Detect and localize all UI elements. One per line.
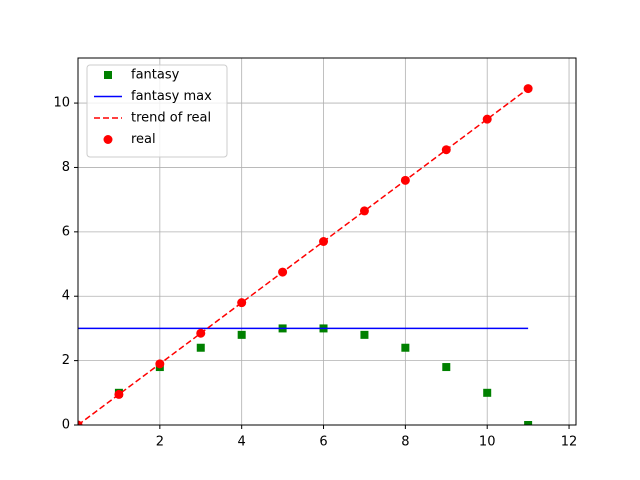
y-tick-label: 2 xyxy=(62,353,70,368)
marker xyxy=(319,237,329,246)
marker xyxy=(442,363,451,372)
marker xyxy=(278,267,288,277)
marker xyxy=(359,206,369,216)
marker xyxy=(114,389,124,399)
y-tick-label: 6 xyxy=(62,224,70,239)
x-tick-label: 10 xyxy=(479,435,496,450)
marker xyxy=(441,145,451,155)
ticks: 2 4 6 8 10 12 0 2 4 6 8 10 xyxy=(53,96,577,450)
legend-marker xyxy=(104,71,112,79)
marker xyxy=(483,388,492,397)
marker xyxy=(523,84,533,94)
y-tick-label: 4 xyxy=(62,289,70,304)
series-line xyxy=(78,87,529,425)
legend-label: fantasy xyxy=(131,68,180,83)
marker xyxy=(524,421,533,425)
marker xyxy=(78,420,83,425)
x-tick-label: 4 xyxy=(238,435,246,450)
marker xyxy=(196,343,205,352)
y-tick-label: 0 xyxy=(62,418,70,433)
legend-marker xyxy=(103,135,113,144)
y-tick-label: 10 xyxy=(53,96,70,111)
legend-label: fantasy max xyxy=(131,89,212,104)
axes-frame xyxy=(77,57,577,426)
marker xyxy=(155,359,165,369)
x-tick-label: 8 xyxy=(401,435,409,450)
x-tick-label: 12 xyxy=(561,435,578,450)
marker xyxy=(401,343,410,352)
plot-area xyxy=(78,84,533,425)
marker xyxy=(482,114,492,124)
legend-label: trend of real xyxy=(131,111,211,126)
legend: fantasy fantasy max trend of real real xyxy=(86,64,228,158)
marker xyxy=(360,330,369,339)
marker xyxy=(196,328,206,338)
x-tick-label: 2 xyxy=(156,435,164,450)
marker xyxy=(237,298,247,308)
legend-box xyxy=(86,64,228,158)
marker xyxy=(237,330,246,339)
legend-label: real xyxy=(131,132,156,147)
y-tick-label: 8 xyxy=(62,160,70,175)
marker xyxy=(400,175,410,185)
x-tick-label: 6 xyxy=(319,435,327,450)
